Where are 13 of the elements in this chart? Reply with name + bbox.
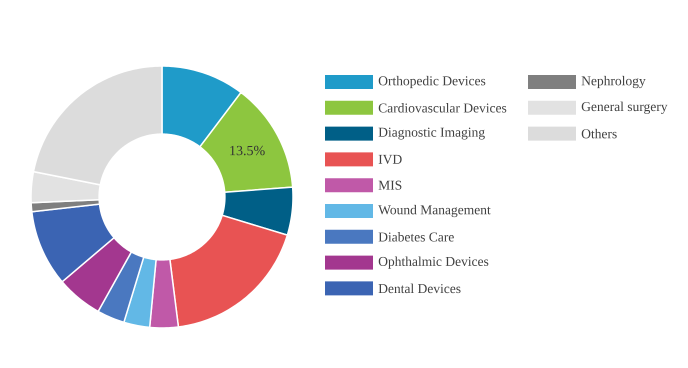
legend-label: Ophthalmic Devices [378, 256, 488, 269]
legend-label: Diabetes Care [378, 232, 454, 242]
legend-label: Others [582, 128, 617, 138]
data-label: 13.5% [230, 146, 265, 156]
legend-label: Cardiovascular Devices [378, 103, 506, 113]
legend-label: Wound Management [378, 204, 491, 218]
legend-label: MIS [378, 180, 402, 190]
legend-label: Nephrology [582, 76, 646, 88]
legend-label: General surgery [582, 102, 668, 114]
legend-label: Dental Devices [378, 284, 461, 294]
legend-label: Orthopedic Devices [378, 76, 486, 88]
legend-label: Diagnostic Imaging [378, 128, 485, 140]
legend-label: IVD [378, 154, 402, 164]
